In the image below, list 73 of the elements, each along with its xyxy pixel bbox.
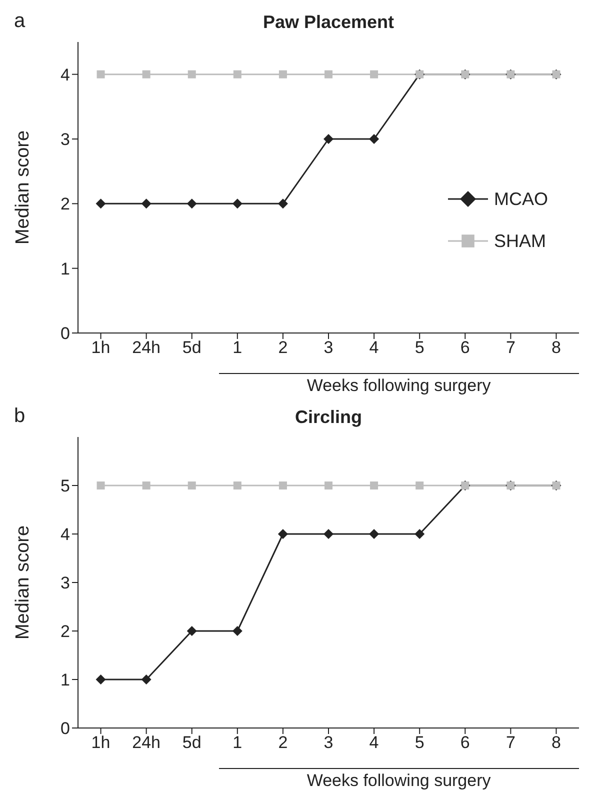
y-tick-label: 1: [60, 670, 70, 690]
y-tick-label: 2: [60, 194, 70, 214]
x-tick-label: 7: [506, 733, 516, 752]
point: [369, 134, 380, 144]
text: b: [14, 405, 26, 428]
legend-label: MCAO: [494, 188, 548, 210]
point: [324, 70, 332, 78]
point: [278, 70, 287, 78]
x-tick-label: 1h: [91, 338, 110, 358]
x-tick-label: 1: [232, 733, 242, 752]
chart-title: Paw Placement: [262, 12, 396, 33]
x-tick-label: 24h: [132, 338, 161, 358]
point: [416, 482, 424, 490]
point: [142, 70, 150, 78]
x-tick-label: 3: [324, 338, 334, 358]
point: [233, 70, 242, 78]
x-tick-label: 5: [414, 733, 424, 752]
point: [278, 529, 288, 539]
y-tick-label: 4: [60, 525, 70, 544]
x-tick-label: 1: [232, 338, 242, 358]
point: [96, 70, 105, 78]
legend-label: SHAM: [494, 230, 546, 252]
x-tick-label: 5: [414, 338, 424, 358]
point: [186, 198, 197, 209]
y-tick-label: 0: [60, 324, 70, 344]
point: [233, 482, 242, 490]
point: [232, 626, 242, 636]
x-tick-label: 4: [369, 733, 379, 752]
y-tick-label: 3: [60, 574, 70, 593]
y-tick-label: 4: [60, 65, 70, 84]
point: [232, 198, 242, 209]
x-tick-label: 8: [551, 338, 561, 358]
chart-title: Circling: [294, 407, 363, 428]
x-tick-label: 3: [324, 733, 334, 752]
x-tick-label: 1h: [91, 733, 110, 752]
x-tick-label: 2: [278, 733, 288, 752]
point: [278, 198, 288, 209]
point: [370, 70, 378, 78]
y-tick-label: 0: [60, 719, 70, 738]
x-tick-label: 7: [506, 338, 516, 358]
y-tick-label: 1: [60, 259, 70, 278]
y-axis-title: Median score: [12, 130, 34, 245]
point: [370, 482, 378, 490]
point: [96, 674, 106, 684]
x-tick-label: 24h: [132, 733, 161, 752]
point: [369, 529, 380, 539]
point: [188, 482, 196, 490]
point: [278, 482, 287, 490]
x-tick-label: 5d: [182, 338, 202, 358]
x-tick-label: 6: [460, 338, 470, 358]
x-axis-title: Weeks following surgery: [306, 771, 492, 791]
point: [324, 482, 332, 490]
x-tick-label: 4: [369, 338, 379, 358]
y-tick-label: 3: [60, 130, 70, 150]
point: [96, 482, 105, 490]
y-tick-label: 2: [60, 622, 70, 642]
point: [324, 134, 334, 144]
x-tick-label: 8: [551, 733, 561, 752]
x-tick-label: 5d: [182, 733, 202, 752]
x-tick-label: 6: [460, 733, 470, 752]
point: [414, 529, 425, 539]
y-axis-title: Median score: [12, 525, 34, 640]
point: [141, 674, 152, 684]
point: [96, 198, 106, 209]
point: [186, 626, 197, 636]
point: [188, 70, 196, 78]
point: [324, 529, 334, 539]
y-tick-label: 5: [60, 476, 70, 496]
point: [141, 198, 152, 209]
x-axis-title: Weeks following surgery: [306, 376, 492, 396]
point: [142, 482, 150, 490]
x-tick-label: 2: [278, 338, 288, 358]
text: a: [14, 10, 26, 33]
